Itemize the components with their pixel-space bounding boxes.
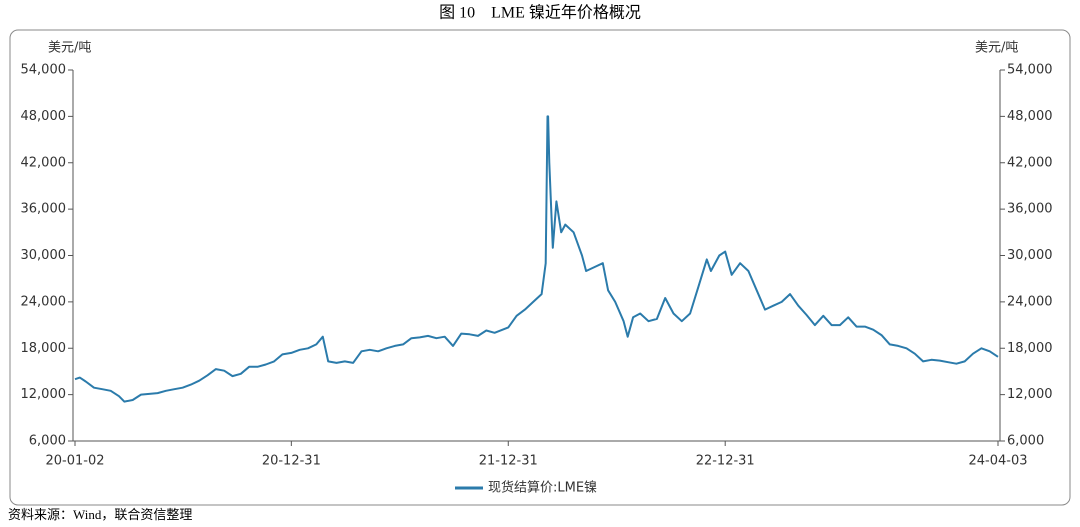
y-tick-label: 48,000 — [21, 109, 67, 124]
x-tick-label: 22-12-31 — [696, 454, 755, 469]
x-tick-label: 24-04-03 — [968, 454, 1027, 469]
y-tick-label: 18,000 — [21, 341, 67, 356]
y2-tick-label: 48,000 — [1007, 109, 1053, 124]
y-tick-label: 6,000 — [29, 434, 66, 449]
y-tick-label: 12,000 — [21, 387, 67, 402]
source-note: 资料来源：Wind，联合资信整理 — [8, 507, 192, 522]
chart-title: 图 10 LME 镍近年价格概况 — [439, 4, 641, 22]
y2-tick-label: 42,000 — [1007, 155, 1053, 170]
x-tick-label: 21-12-31 — [479, 454, 538, 469]
x-tick-label: 20-12-31 — [262, 454, 321, 469]
y-axis-label: 美元/吨 — [48, 41, 91, 56]
y2-tick-label: 6,000 — [1007, 434, 1044, 449]
y2-tick-label: 36,000 — [1007, 202, 1053, 217]
price-line — [74, 115, 999, 403]
y2-axis-label: 美元/吨 — [975, 41, 1018, 56]
frame — [9, 29, 1071, 506]
y-tick-label: 42,000 — [21, 155, 67, 170]
x-tick-label: 20-01-02 — [45, 454, 104, 469]
y2-tick-label: 18,000 — [1007, 341, 1053, 356]
legend-label: 现货结算价:LME镍 — [488, 480, 597, 496]
y-tick-label: 36,000 — [21, 202, 67, 217]
y2-tick-label: 54,000 — [1007, 63, 1053, 78]
y2-tick-label: 12,000 — [1007, 387, 1053, 402]
y-tick-label: 24,000 — [21, 294, 67, 309]
y2-tick-label: 24,000 — [1007, 294, 1053, 309]
y-tick-label: 30,000 — [21, 248, 67, 263]
y2-tick-label: 30,000 — [1007, 248, 1053, 263]
y-tick-label: 54,000 — [21, 63, 67, 78]
